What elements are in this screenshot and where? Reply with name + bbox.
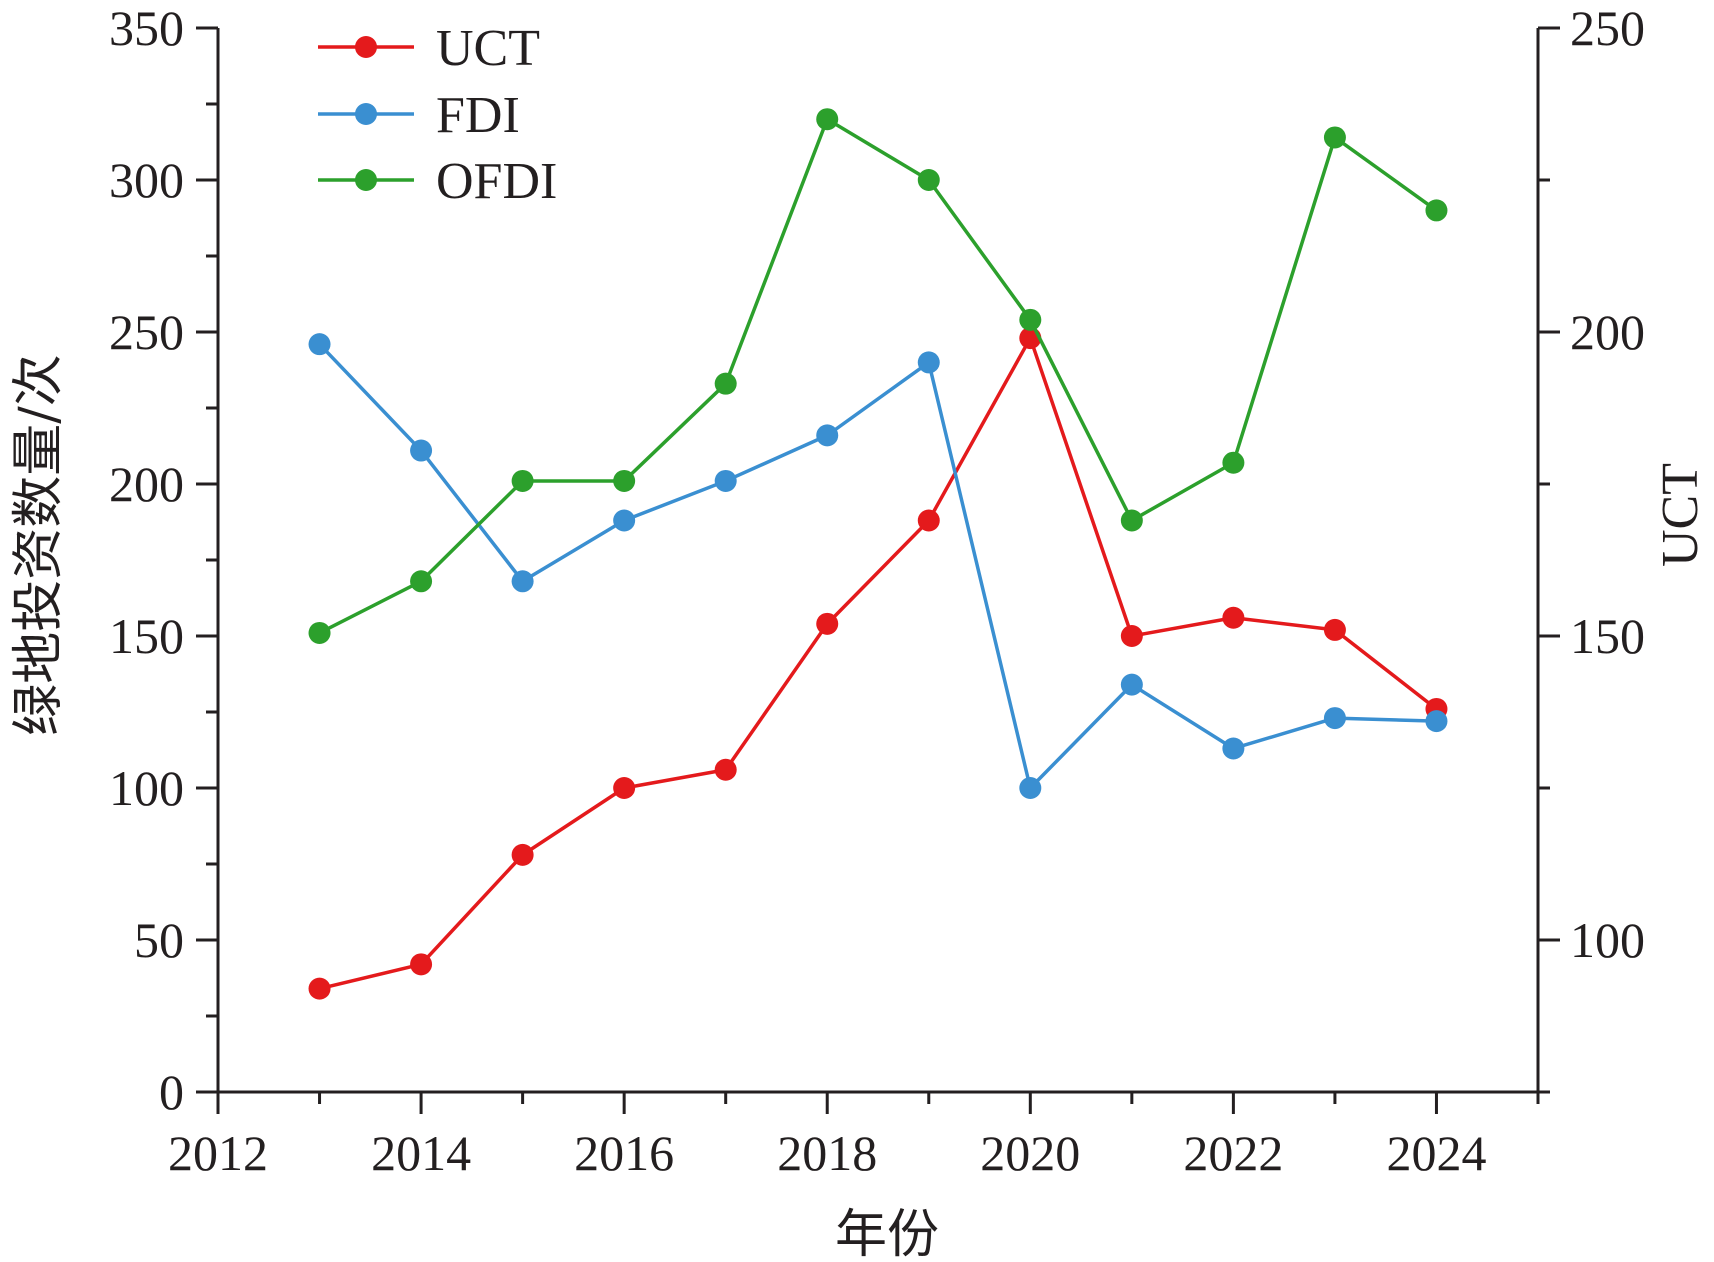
- x-tick-label: 2024: [1386, 1125, 1486, 1181]
- ofdi-data-point: [308, 621, 331, 644]
- x-tick-label: 2020: [980, 1125, 1080, 1181]
- fdi-data-point: [613, 509, 636, 532]
- ofdi-data-point: [1222, 451, 1245, 474]
- y-left-tick-label: 350: [109, 0, 184, 56]
- y-axis-left-title: 绿地投资数量/次: [9, 354, 69, 736]
- uct-data-point: [308, 977, 331, 1000]
- legend-uct-label: UCT: [436, 20, 540, 77]
- ofdi-data-point: [1019, 308, 1042, 331]
- x-tick-label: 2012: [168, 1125, 268, 1181]
- fdi-data-point: [1222, 737, 1245, 760]
- uct-data-point: [613, 777, 636, 799]
- series-layer: [308, 108, 1448, 1000]
- ofdi-data-point: [410, 570, 433, 593]
- x-tick-label: 2018: [777, 1125, 877, 1181]
- uct-data-point: [410, 953, 433, 976]
- fdi-series-line: [318, 342, 1437, 790]
- ofdi-data-point: [511, 469, 534, 492]
- uct-data-point: [714, 758, 737, 781]
- y-left-tick-label: 300: [109, 152, 184, 208]
- fdi-data-point: [511, 570, 534, 593]
- ofdi-data-point: [917, 169, 940, 191]
- ofdi-data-point: [714, 372, 737, 395]
- ofdi-data-point: [1120, 509, 1143, 532]
- fdi-data-point: [308, 333, 331, 356]
- uct-data-point: [816, 612, 839, 635]
- y-left-tick-label: 150: [109, 608, 184, 664]
- uct-data-point: [1120, 625, 1143, 647]
- fdi-data-point: [714, 469, 737, 492]
- fdi-data-point: [1120, 673, 1143, 696]
- uct-series-line: [319, 336, 1438, 991]
- uct-data-point: [1323, 618, 1346, 641]
- fdi-data-point: [1019, 777, 1042, 799]
- ofdi-data-point: [1323, 126, 1346, 149]
- ofdi-data-point: [613, 469, 636, 492]
- legend-fdi-label: FDI: [436, 87, 520, 144]
- x-axis-title: 年份: [835, 1205, 939, 1262]
- y-left-tick-label: 50: [134, 912, 184, 968]
- legend-ofdi-marker: [355, 169, 377, 191]
- uct-data-point: [511, 843, 534, 866]
- ofdi-series-line: [318, 117, 1438, 635]
- fdi-data-point: [816, 424, 839, 447]
- y-right-tick-label: 150: [1570, 608, 1645, 664]
- axes: 0 50 100 150 200 250 300 350 100 150 200 250 2012 201…: [109, 0, 1645, 1181]
- fdi-data-point: [1323, 707, 1346, 730]
- legend-fdi-marker: [355, 103, 377, 125]
- fdi-data-point: [1425, 710, 1448, 733]
- y-left-tick-label: 250: [109, 304, 184, 360]
- x-tick-label: 2022: [1183, 1125, 1283, 1181]
- y-left-tick-label: 0: [159, 1064, 184, 1120]
- y-right-tick-label: 250: [1570, 0, 1645, 56]
- uct-data-point: [917, 509, 940, 532]
- fdi-data-point: [410, 439, 433, 462]
- legend-ofdi-label: OFDI: [436, 153, 557, 210]
- x-tick-label: 2014: [371, 1125, 471, 1181]
- uct-data-point: [1222, 606, 1245, 629]
- y-left-tick-label: 100: [109, 760, 184, 816]
- y-right-tick-label: 100: [1570, 912, 1645, 968]
- legend-uct-marker: [355, 36, 377, 58]
- fdi-data-point: [917, 351, 940, 374]
- ofdi-data-point: [816, 108, 839, 131]
- y-left-tick-label: 200: [109, 456, 184, 512]
- x-tick-label: 2016: [574, 1125, 674, 1181]
- legend: UCT FDI OFDI: [318, 20, 557, 210]
- y-right-tick-label: 200: [1570, 304, 1645, 360]
- ofdi-data-point: [1425, 199, 1448, 222]
- y-axis-right-title: UCT: [1652, 463, 1709, 567]
